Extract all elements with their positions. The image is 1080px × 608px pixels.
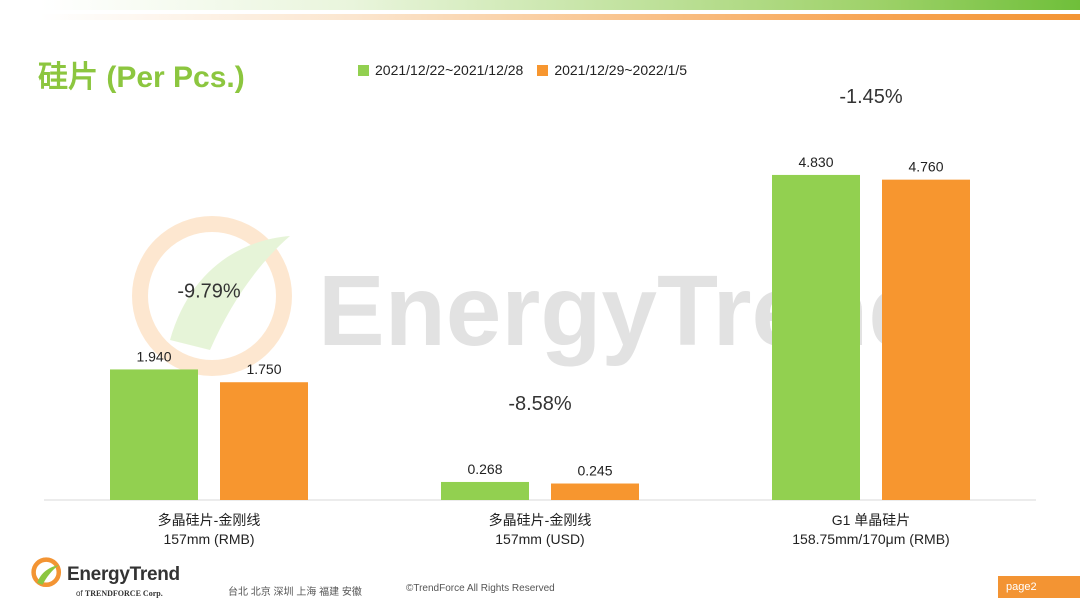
footer-brand-sub-prefix: of	[76, 589, 83, 598]
legend-label-series-2: 2021/12/29~2022/1/5	[554, 62, 688, 78]
data-label-series-2-cat-3: 4.760	[908, 159, 943, 175]
category-label-cat-2-line-1: 多晶硅片-金刚线	[489, 512, 592, 528]
data-label-series-2-cat-2: 0.245	[577, 463, 612, 479]
change-annotation-cat-1: -9.79%	[177, 280, 241, 302]
legend-label-series-1: 2021/12/22~2021/12/28	[375, 62, 524, 78]
legend-item-series-1: 2021/12/22~2021/12/28	[358, 62, 523, 78]
change-annotation-cat-2: -8.58%	[508, 393, 572, 415]
footer-cities: 台北 北京 深圳 上海 福建 安徽	[228, 587, 362, 598]
bar-series-2-cat-3	[882, 179, 970, 501]
legend-swatch-series-2	[537, 64, 549, 76]
top-green-bar	[40, 0, 1080, 10]
chart-legend: 2021/12/22~2021/12/28 2021/12/29~2022/1/…	[358, 62, 687, 78]
footer-brand-sub: of TRENDFORCE Corp.	[76, 589, 163, 598]
category-label-cat-2-line-2: 157mm (USD)	[495, 531, 584, 547]
bar-series-2-cat-2	[551, 483, 639, 500]
top-orange-line	[40, 14, 1080, 20]
labels-group: 1.940 1.750 -9.79% 多晶硅片-金刚线 157mm (RMB) 0.268…	[136, 86, 949, 547]
watermark-logo-icon	[132, 216, 292, 376]
page-number: page2	[998, 576, 1080, 598]
bar-series-2-cat-1	[220, 382, 308, 500]
category-label-cat-3-line-2: 158.75mm/170μm (RMB)	[792, 531, 949, 547]
data-label-series-2-cat-1: 1.750	[246, 361, 281, 377]
data-label-series-1-cat-2: 0.268	[467, 461, 502, 477]
legend-item-series-2: 2021/12/29~2022/1/5	[537, 62, 687, 78]
category-label-cat-1-line-2: 157mm (RMB)	[163, 531, 254, 547]
footer-brand: EnergyTrend	[67, 564, 180, 585]
footer-brand-sub-name: TRENDFORCE Corp.	[84, 589, 163, 598]
category-label-cat-3-line-1: G1 单晶硅片	[832, 512, 911, 528]
legend-swatch-series-1	[358, 64, 369, 76]
bar-series-1-cat-2	[441, 481, 529, 500]
change-annotation-cat-3: -1.45%	[839, 86, 903, 108]
data-label-series-1-cat-3: 4.830	[798, 154, 833, 170]
energytrend-logo-icon	[31, 557, 62, 588]
category-label-cat-1-line-1: 多晶硅片-金刚线	[158, 512, 261, 528]
bar-series-1-cat-1	[110, 369, 198, 500]
footer-copyright: ©TrendForce All Rights Reserved	[406, 583, 555, 594]
bar-series-1-cat-3	[772, 174, 860, 501]
page-title: 硅片 (Per Pcs.)	[38, 61, 245, 94]
bars-group	[110, 174, 970, 501]
data-label-series-1-cat-1: 1.940	[136, 348, 171, 364]
